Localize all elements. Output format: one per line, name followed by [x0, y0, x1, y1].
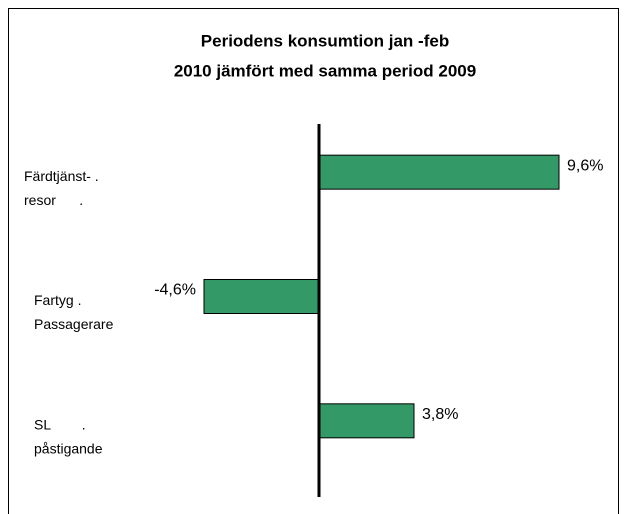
bar	[203, 279, 320, 314]
category-label: Färdtjänst- .	[24, 168, 99, 184]
value-label: -4,6%	[154, 282, 196, 299]
bar	[318, 403, 415, 439]
chart-title: Periodens konsumtion jan -feb	[201, 31, 449, 50]
category-label: resor .	[24, 192, 83, 208]
value-label: 9,6%	[567, 157, 603, 174]
frame	[8, 8, 619, 514]
category-label: påstigande	[34, 441, 103, 457]
chart-title: 2010 jämfört med samma period 2009	[174, 61, 476, 80]
category-label: Fartyg .	[34, 292, 81, 308]
category-label: SL .	[34, 417, 86, 433]
value-label: 3,8%	[422, 406, 458, 423]
bar	[318, 154, 560, 190]
category-label: Passagerare	[34, 316, 114, 332]
